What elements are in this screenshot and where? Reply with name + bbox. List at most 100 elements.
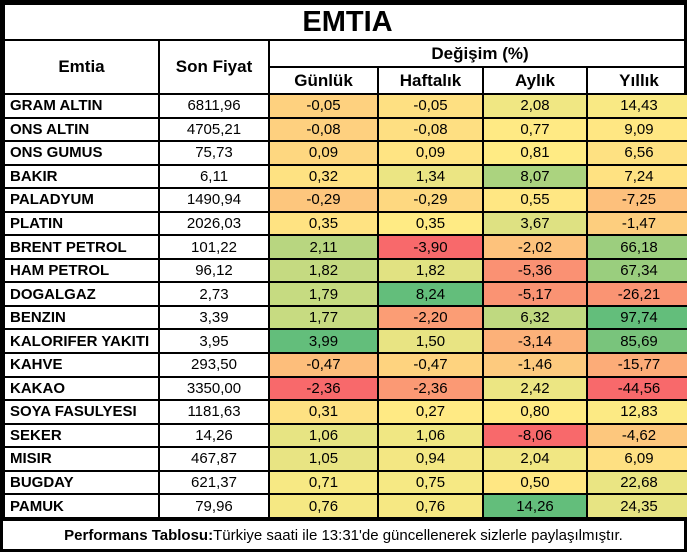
change-cell-haftalik: 1,34 <box>377 163 484 190</box>
change-cell-haftalik: -0,47 <box>377 352 484 378</box>
change-cell-aylik: 0,80 <box>482 399 588 425</box>
change-cell-haftalik: 8,24 <box>377 281 484 307</box>
table-row: ONS GUMUS 75,73 0,09 0,09 0,81 6,56 <box>3 140 687 166</box>
table-row: BENZIN 3,39 1,77 -2,20 6,32 97,74 <box>3 304 687 331</box>
change-cell-gunluk: -0,05 <box>268 93 379 119</box>
commodity-name: GRAM ALTIN <box>3 93 160 119</box>
change-cell-haftalik: 0,76 <box>377 493 484 519</box>
change-cell-aylik: 3,67 <box>482 210 588 237</box>
commodity-name: BAKIR <box>3 163 160 190</box>
change-cell-yillik: 6,09 <box>586 446 687 472</box>
table-row: GRAM ALTIN 6811,96 -0,05 -0,05 2,08 14,43 <box>3 93 687 119</box>
change-cell-aylik: -5,17 <box>482 281 588 307</box>
last-price: 3,95 <box>158 328 270 354</box>
commodity-name: MISIR <box>3 446 160 472</box>
change-cell-gunluk: 1,06 <box>268 422 379 449</box>
change-cell-gunluk: 0,35 <box>268 210 379 237</box>
change-cell-haftalik: -3,90 <box>377 234 484 260</box>
commodity-name: BENZIN <box>3 304 160 331</box>
commodity-name: ONS ALTIN <box>3 116 160 143</box>
change-cell-haftalik: 1,50 <box>377 328 484 354</box>
change-cell-yillik: 6,56 <box>586 140 687 166</box>
last-price: 3,39 <box>158 304 270 331</box>
change-cell-gunluk: 1,05 <box>268 446 379 472</box>
change-cell-aylik: 0,81 <box>482 140 588 166</box>
change-cell-yillik: 14,43 <box>586 93 687 119</box>
last-price: 621,37 <box>158 469 270 496</box>
change-cell-yillik: -44,56 <box>586 375 687 402</box>
change-cell-aylik: 2,08 <box>482 93 588 119</box>
change-cell-yillik: 67,34 <box>586 257 687 284</box>
change-cell-gunluk: -0,47 <box>268 352 379 378</box>
col-header-son-fiyat: Son Fiyat <box>158 39 270 95</box>
last-price: 4705,21 <box>158 116 270 143</box>
table-row: KAHVE 293,50 -0,47 -0,47 -1,46 -15,77 <box>3 352 687 378</box>
col-header-yillik: Yıllık <box>586 66 687 95</box>
last-price: 1490,94 <box>158 187 270 213</box>
change-cell-haftalik: 0,35 <box>377 210 484 237</box>
last-price: 293,50 <box>158 352 270 378</box>
table-row: SOYA FASULYESI 1181,63 0,31 0,27 0,80 12,83 <box>3 399 687 425</box>
table-row: PAMUK 79,96 0,76 0,76 14,26 24,35 <box>3 493 687 519</box>
commodity-name: PLATIN <box>3 210 160 237</box>
footer-label: Performans Tablosu: <box>64 526 214 544</box>
last-price: 79,96 <box>158 493 270 519</box>
commodity-name: KAHVE <box>3 352 160 378</box>
change-cell-aylik: 0,50 <box>482 469 588 496</box>
col-header-degisim: Değişim (%) <box>268 39 687 68</box>
last-price: 75,73 <box>158 140 270 166</box>
change-cell-yillik: 12,83 <box>586 399 687 425</box>
change-cell-yillik: 24,35 <box>586 493 687 519</box>
commodity-name: PAMUK <box>3 493 160 519</box>
change-cell-yillik: -1,47 <box>586 210 687 237</box>
change-cell-yillik: 85,69 <box>586 328 687 354</box>
table-row: BAKIR 6,11 0,32 1,34 8,07 7,24 <box>3 163 687 190</box>
commodity-name: BRENT PETROL <box>3 234 160 260</box>
last-price: 3350,00 <box>158 375 270 402</box>
change-cell-yillik: 22,68 <box>586 469 687 496</box>
change-cell-yillik: -15,77 <box>586 352 687 378</box>
change-cell-gunluk: 0,32 <box>268 163 379 190</box>
last-price: 467,87 <box>158 446 270 472</box>
change-cell-gunluk: -2,36 <box>268 375 379 402</box>
col-header-aylik: Aylık <box>482 66 588 95</box>
table-row: BUGDAY 621,37 0,71 0,75 0,50 22,68 <box>3 469 687 496</box>
change-cell-haftalik: -2,36 <box>377 375 484 402</box>
table-row: MISIR 467,87 1,05 0,94 2,04 6,09 <box>3 446 687 472</box>
change-cell-yillik: -7,25 <box>586 187 687 213</box>
last-price: 2026,03 <box>158 210 270 237</box>
table-row: HAM PETROL 96,12 1,82 1,82 -5,36 67,34 <box>3 257 687 284</box>
change-cell-aylik: 6,32 <box>482 304 588 331</box>
table-body: GRAM ALTIN 6811,96 -0,05 -0,05 2,08 14,43 ONS … <box>3 93 687 519</box>
table-row: PLATIN 2026,03 0,35 0,35 3,67 -1,47 <box>3 210 687 237</box>
change-cell-aylik: 14,26 <box>482 493 588 519</box>
last-price: 14,26 <box>158 422 270 449</box>
change-cell-aylik: 8,07 <box>482 163 588 190</box>
table-row: PALADYUM 1490,94 -0,29 -0,29 0,55 -7,25 <box>3 187 687 213</box>
change-cell-gunluk: 0,09 <box>268 140 379 166</box>
change-cell-haftalik: 0,94 <box>377 446 484 472</box>
footer-text: Türkiye saati ile 13:31'de güncellenerek… <box>213 526 623 544</box>
commodity-table: EMTIA Emtia Son Fiyat Değişim (%) Günlük… <box>3 3 687 519</box>
last-price: 1181,63 <box>158 399 270 425</box>
title-row: EMTIA <box>3 3 687 41</box>
change-cell-gunluk: 0,71 <box>268 469 379 496</box>
change-cell-aylik: -5,36 <box>482 257 588 284</box>
commodity-name: DOGALGAZ <box>3 281 160 307</box>
last-price: 101,22 <box>158 234 270 260</box>
page-title: EMTIA <box>3 3 687 41</box>
col-header-gunluk: Günlük <box>268 66 379 95</box>
last-price: 6,11 <box>158 163 270 190</box>
change-cell-aylik: -3,14 <box>482 328 588 354</box>
table-row: ONS ALTIN 4705,21 -0,08 -0,08 0,77 9,09 <box>3 116 687 143</box>
change-cell-yillik: 7,24 <box>586 163 687 190</box>
change-cell-aylik: 0,77 <box>482 116 588 143</box>
change-cell-haftalik: 1,82 <box>377 257 484 284</box>
change-cell-aylik: -1,46 <box>482 352 588 378</box>
commodity-name: SEKER <box>3 422 160 449</box>
col-header-emtia: Emtia <box>3 39 160 95</box>
change-cell-yillik: -26,21 <box>586 281 687 307</box>
header-row-top: Emtia Son Fiyat Değişim (%) <box>3 39 687 95</box>
change-cell-haftalik: 1,06 <box>377 422 484 449</box>
